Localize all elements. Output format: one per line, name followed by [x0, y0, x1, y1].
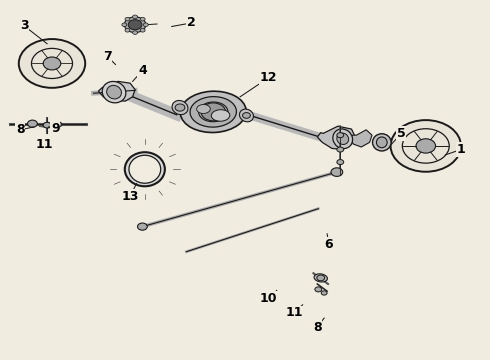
- Ellipse shape: [333, 129, 353, 149]
- Ellipse shape: [240, 109, 253, 122]
- Ellipse shape: [180, 91, 246, 132]
- Ellipse shape: [211, 110, 230, 121]
- Circle shape: [140, 17, 145, 21]
- Ellipse shape: [372, 134, 391, 151]
- Text: 11: 11: [36, 138, 53, 150]
- Circle shape: [125, 28, 130, 32]
- Ellipse shape: [337, 133, 348, 144]
- Circle shape: [201, 103, 225, 121]
- Circle shape: [315, 287, 322, 292]
- Circle shape: [43, 122, 51, 128]
- Circle shape: [122, 23, 127, 27]
- Ellipse shape: [102, 81, 126, 103]
- Circle shape: [317, 275, 325, 281]
- Text: 7: 7: [103, 50, 112, 63]
- Ellipse shape: [129, 155, 161, 183]
- Ellipse shape: [198, 102, 228, 122]
- Circle shape: [140, 28, 145, 32]
- Circle shape: [124, 17, 146, 33]
- Circle shape: [128, 20, 142, 30]
- Ellipse shape: [314, 274, 327, 282]
- Circle shape: [27, 120, 37, 127]
- Circle shape: [43, 57, 61, 70]
- Circle shape: [321, 291, 327, 295]
- Circle shape: [133, 15, 138, 19]
- Polygon shape: [98, 81, 135, 101]
- Circle shape: [416, 139, 436, 153]
- Text: 8: 8: [313, 320, 321, 333]
- Circle shape: [337, 147, 343, 152]
- Polygon shape: [350, 130, 372, 147]
- Circle shape: [391, 120, 461, 172]
- Ellipse shape: [196, 104, 210, 113]
- Text: 9: 9: [51, 122, 60, 135]
- Ellipse shape: [190, 96, 237, 127]
- Circle shape: [133, 31, 138, 35]
- Ellipse shape: [376, 137, 387, 148]
- Circle shape: [31, 48, 73, 78]
- Ellipse shape: [172, 100, 188, 114]
- Text: 10: 10: [260, 292, 277, 305]
- Circle shape: [125, 17, 130, 21]
- Circle shape: [175, 104, 185, 111]
- Circle shape: [331, 168, 343, 176]
- Text: 2: 2: [187, 17, 196, 30]
- Ellipse shape: [107, 85, 122, 99]
- Ellipse shape: [125, 152, 165, 186]
- Circle shape: [402, 129, 449, 163]
- Text: 4: 4: [138, 64, 147, 77]
- Circle shape: [138, 223, 147, 230]
- Circle shape: [243, 113, 250, 118]
- Text: 6: 6: [325, 238, 333, 251]
- Circle shape: [144, 23, 148, 27]
- Circle shape: [19, 39, 85, 88]
- Circle shape: [55, 122, 62, 127]
- Text: 1: 1: [457, 143, 465, 156]
- Text: 13: 13: [122, 190, 139, 203]
- Text: 11: 11: [285, 306, 303, 319]
- Circle shape: [337, 159, 343, 165]
- Text: 3: 3: [20, 19, 28, 32]
- Polygon shape: [318, 126, 355, 149]
- Text: 5: 5: [397, 127, 406, 140]
- Circle shape: [337, 133, 343, 138]
- Text: 12: 12: [260, 71, 277, 84]
- Text: 8: 8: [16, 123, 24, 136]
